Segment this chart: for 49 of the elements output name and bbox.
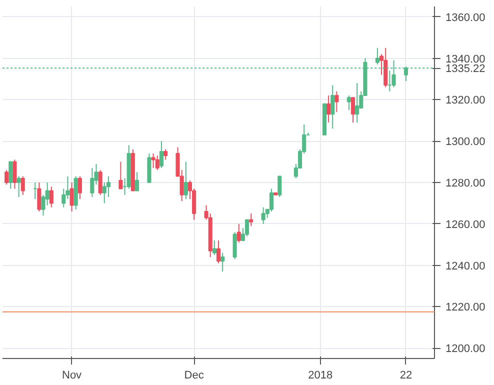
candlestick xyxy=(269,188,274,212)
candlestick xyxy=(98,170,102,196)
candlestick xyxy=(232,232,237,260)
candlestick xyxy=(212,240,216,256)
candlestick xyxy=(78,176,82,200)
candlestick xyxy=(70,182,74,212)
x-tick-label: Dec xyxy=(184,370,204,382)
candlestick xyxy=(245,219,250,237)
candlestick xyxy=(326,95,331,123)
candlestick xyxy=(159,140,164,169)
candlestick xyxy=(236,223,241,244)
y-tick-label: 1200.00 xyxy=(446,343,486,356)
candlestick xyxy=(184,161,188,200)
candlestick xyxy=(4,170,9,186)
candlestick xyxy=(16,176,21,198)
candlestick xyxy=(90,168,94,198)
candlestick xyxy=(350,97,356,123)
candlestick xyxy=(220,252,225,272)
y-tick-label: 1240.00 xyxy=(446,260,486,272)
candlestick xyxy=(151,153,156,169)
x-tick-label: 22 xyxy=(400,370,412,382)
x-tick-label: 2018 xyxy=(308,370,333,382)
candlestick xyxy=(155,155,160,171)
candlestick xyxy=(249,213,254,226)
candlestick xyxy=(355,82,360,123)
candlestick xyxy=(49,186,54,208)
candlestick xyxy=(163,148,168,160)
y-tick-label: 1300.00 xyxy=(446,136,486,148)
candlestick xyxy=(375,47,380,65)
y-tick-label: 1320.00 xyxy=(446,94,486,107)
candlestick xyxy=(261,206,266,224)
candlestick xyxy=(278,176,282,198)
y-tick-label: 1340.00 xyxy=(446,53,486,66)
candlestick xyxy=(346,95,351,111)
candlestick xyxy=(20,176,25,196)
y-tick-label: 1280.00 xyxy=(446,178,486,190)
candlestick xyxy=(134,172,140,192)
candlestick xyxy=(216,240,221,264)
candlestick xyxy=(330,84,335,130)
y-tick-label: 1220.00 xyxy=(446,302,486,314)
y-tick-label: 1360.00 xyxy=(446,12,486,24)
y-tick-label: 1260.00 xyxy=(446,218,486,231)
x-tick-label: Nov xyxy=(62,370,82,382)
candlestick xyxy=(12,159,17,190)
ref-line-label: 1335.22 xyxy=(446,63,486,76)
candlestick xyxy=(118,161,123,190)
candlestick xyxy=(334,90,339,113)
candlestick xyxy=(8,161,13,190)
candlestick xyxy=(37,182,42,212)
